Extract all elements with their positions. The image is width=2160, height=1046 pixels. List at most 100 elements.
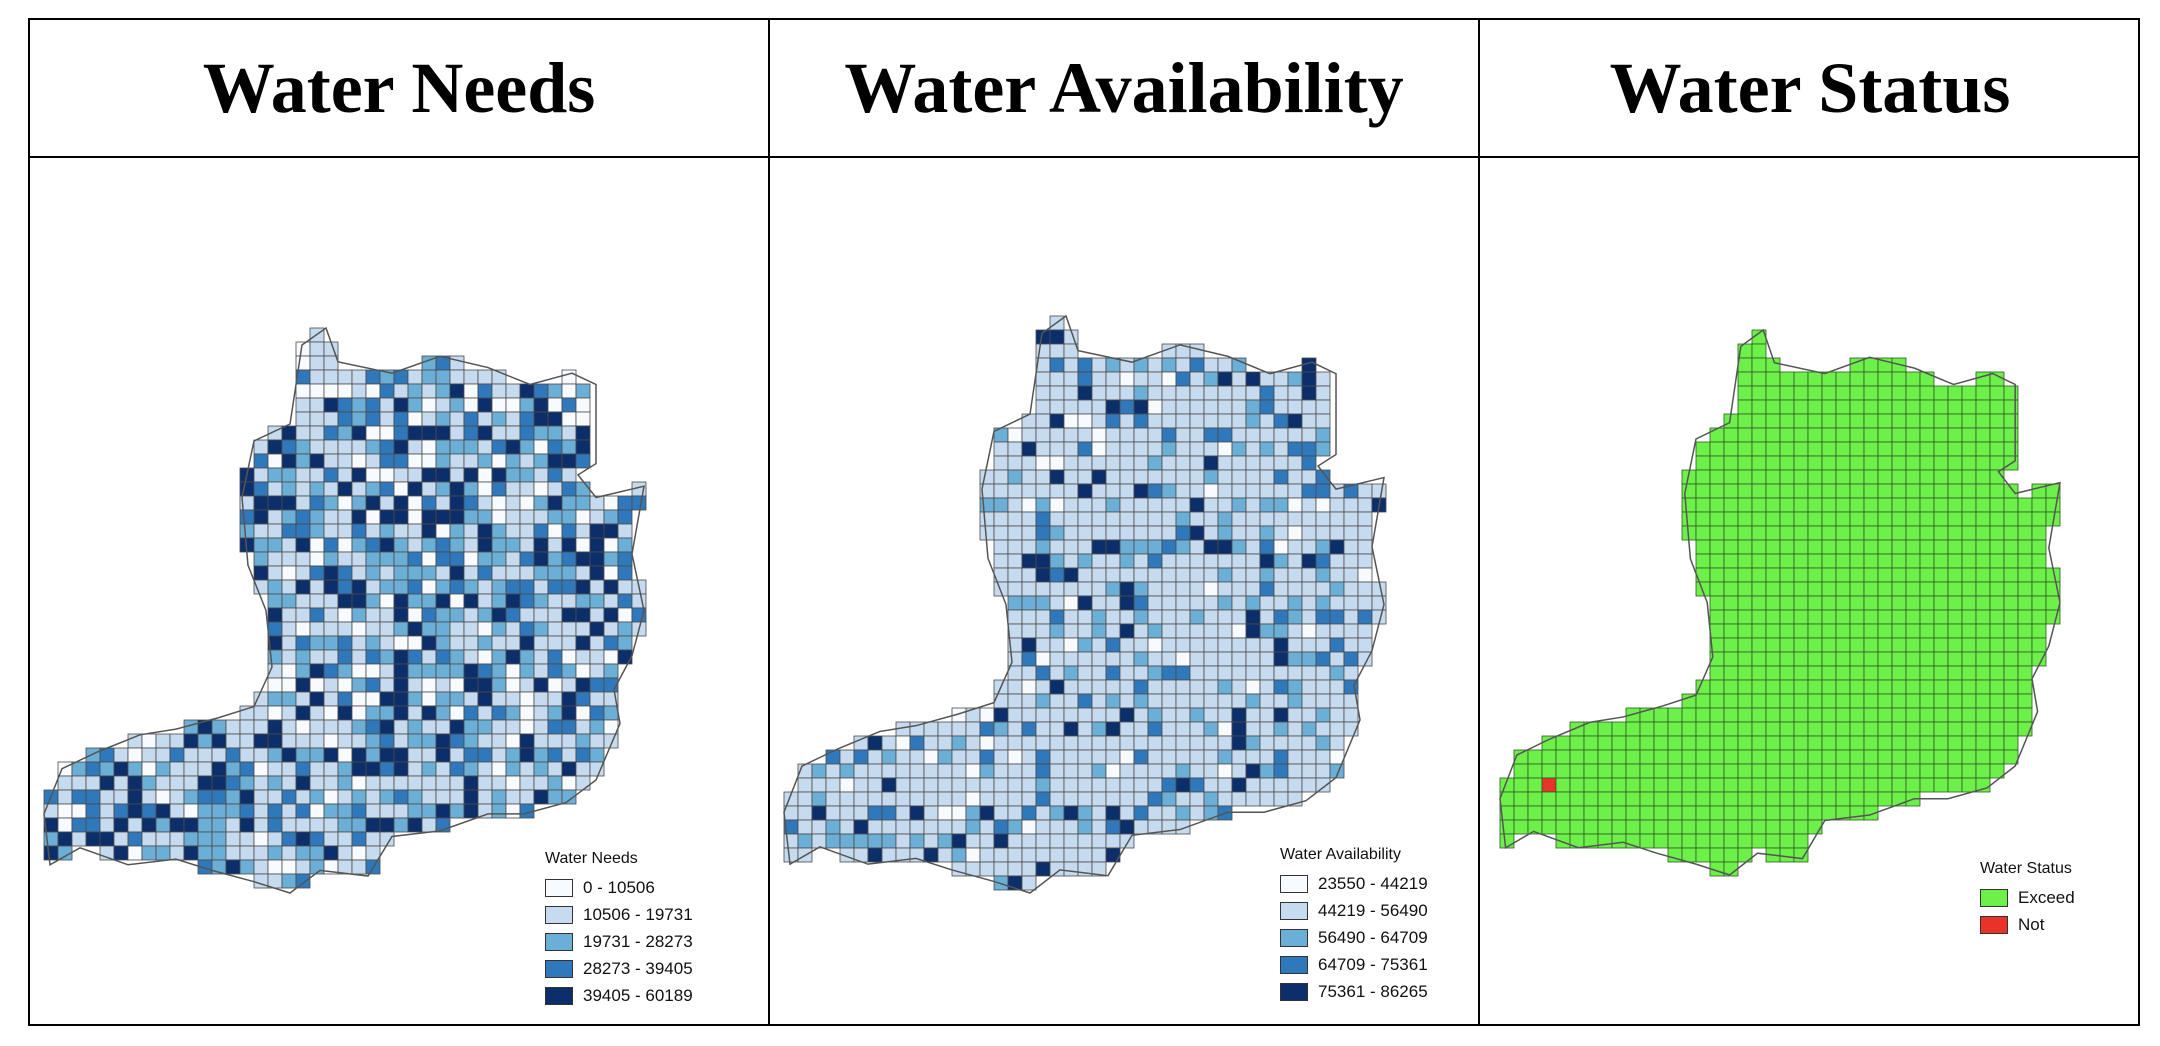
grid-cell xyxy=(1989,567,2005,583)
grid-cell xyxy=(365,789,381,805)
grid-cell xyxy=(1189,525,1205,541)
grid-cell xyxy=(225,859,241,875)
grid-cell xyxy=(1779,525,1795,541)
grid-cell xyxy=(1681,763,1697,779)
grid-cell xyxy=(407,467,423,483)
grid-cell xyxy=(1723,455,1739,471)
grid-cell xyxy=(1989,553,2005,569)
grid-cell xyxy=(281,579,297,595)
grid-cell xyxy=(449,677,465,693)
grid-cell xyxy=(1161,791,1177,807)
grid-cell xyxy=(351,831,367,847)
grid-cell xyxy=(1639,777,1655,793)
grid-cell xyxy=(1737,637,1753,653)
legend-title: Water Needs xyxy=(545,850,638,867)
grid-cell xyxy=(1933,511,1949,527)
grid-cell xyxy=(1975,469,1991,485)
grid-cell xyxy=(1273,763,1289,779)
grid-cell xyxy=(1821,511,1837,527)
grid-cell xyxy=(1091,707,1107,723)
grid-cell xyxy=(1259,483,1275,499)
grid-cell xyxy=(113,803,129,819)
grid-cell xyxy=(253,481,269,497)
grid-cell xyxy=(867,833,883,849)
grid-cell xyxy=(1933,665,1949,681)
grid-cell xyxy=(71,831,87,847)
grid-cell xyxy=(1329,637,1345,653)
grid-cell xyxy=(393,537,409,553)
grid-cell xyxy=(1119,553,1135,569)
grid-cell xyxy=(1793,553,1809,569)
grid-cell xyxy=(379,817,395,833)
grid-cell xyxy=(253,551,269,567)
grid-cell xyxy=(1091,735,1107,751)
grid-cell xyxy=(1569,749,1585,765)
grid-cell xyxy=(1105,693,1121,709)
grid-cell xyxy=(491,453,507,469)
grid-cell xyxy=(1975,553,1991,569)
grid-cell xyxy=(295,607,311,623)
grid-cell xyxy=(365,733,381,749)
grid-cell xyxy=(1049,567,1065,583)
grid-cell xyxy=(393,411,409,427)
grid-cell xyxy=(1947,777,1963,793)
grid-cell xyxy=(1035,679,1051,695)
grid-cell xyxy=(435,733,451,749)
grid-cell xyxy=(589,579,605,595)
grid-cell xyxy=(435,705,451,721)
grid-cell xyxy=(323,803,339,819)
grid-cell xyxy=(1021,567,1037,583)
grid-cell xyxy=(379,803,395,819)
grid-cell xyxy=(281,649,297,665)
grid-cell xyxy=(1709,511,1725,527)
grid-cell xyxy=(1919,623,1935,639)
grid-cell xyxy=(491,663,507,679)
grid-cell xyxy=(435,509,451,525)
grid-cell xyxy=(1807,455,1823,471)
grid-cell xyxy=(1863,413,1879,429)
grid-cell xyxy=(113,775,129,791)
grid-cell xyxy=(267,481,283,497)
grid-cell xyxy=(1147,679,1163,695)
grid-cell xyxy=(1021,875,1037,891)
grid-cell xyxy=(1807,539,1823,555)
grid-cell xyxy=(1919,749,1935,765)
grid-cell xyxy=(617,495,633,511)
grid-cell xyxy=(463,579,479,595)
grid-cell xyxy=(1835,721,1851,737)
grid-cell xyxy=(1835,791,1851,807)
grid-cell xyxy=(1891,553,1907,569)
grid-cell xyxy=(351,775,367,791)
grid-cell xyxy=(1063,665,1079,681)
grid-cell xyxy=(1779,385,1795,401)
grid-cell xyxy=(561,565,577,581)
grid-cell xyxy=(561,775,577,791)
grid-cell xyxy=(1007,497,1023,513)
grid-cell xyxy=(155,817,171,833)
grid-cell xyxy=(1975,399,1991,415)
grid-cell xyxy=(1597,819,1613,835)
grid-cell xyxy=(1007,595,1023,611)
grid-cell xyxy=(561,383,577,399)
grid-cell xyxy=(393,705,409,721)
grid-cell xyxy=(393,551,409,567)
grid-cell xyxy=(1709,735,1725,751)
grid-cell xyxy=(1863,497,1879,513)
grid-cell xyxy=(1315,525,1331,541)
grid-cell xyxy=(1259,735,1275,751)
grid-cell xyxy=(1933,399,1949,415)
grid-cell xyxy=(1063,805,1079,821)
grid-cell xyxy=(449,565,465,581)
grid-cell xyxy=(1133,721,1149,737)
grid-cell xyxy=(1343,553,1359,569)
grid-cell xyxy=(519,453,535,469)
grid-cell xyxy=(853,819,869,835)
grid-cell xyxy=(393,789,409,805)
grid-cell xyxy=(463,453,479,469)
grid-cell xyxy=(1301,441,1317,457)
grid-cell xyxy=(1007,819,1023,835)
grid-cell xyxy=(1287,567,1303,583)
grid-cell xyxy=(1933,707,1949,723)
grid-cell xyxy=(43,803,59,819)
grid-cell xyxy=(1091,637,1107,653)
